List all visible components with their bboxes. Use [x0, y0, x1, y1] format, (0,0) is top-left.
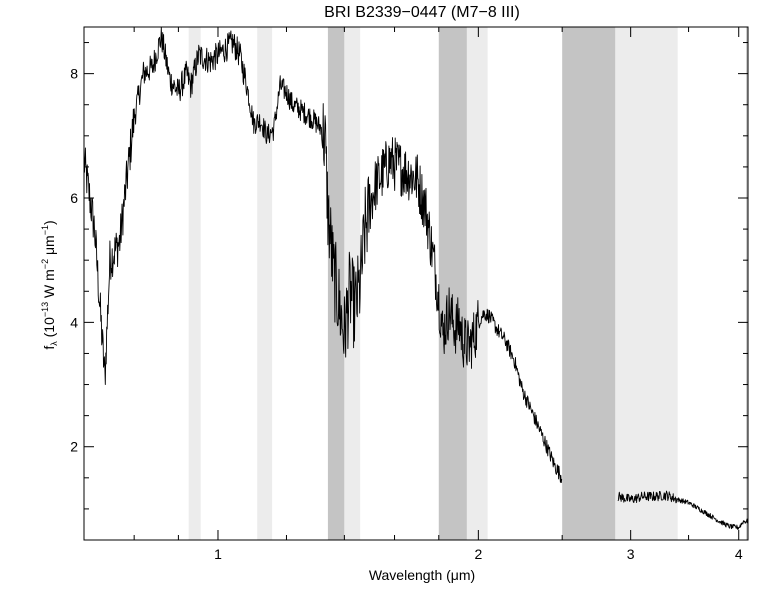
y-label-open: (10	[41, 317, 57, 341]
x-tick-label-1: 1	[214, 546, 222, 562]
shaded-band-1	[257, 27, 273, 540]
y-label-exp1: −13	[40, 302, 50, 317]
shaded-band-5	[466, 27, 488, 540]
y-label-mid2: μm	[41, 235, 57, 259]
y-label-exp2: −2	[40, 259, 50, 269]
x-tick-label-2: 2	[474, 546, 482, 562]
shaded-band-8	[746, 27, 748, 540]
plot-frame	[83, 26, 749, 541]
shaded-band-4	[438, 27, 467, 540]
shaded-band-7	[615, 27, 678, 540]
y-label-mid: W m	[41, 269, 57, 302]
shaded-band-0	[188, 27, 201, 540]
y-tick-label-2: 2	[70, 439, 78, 455]
spectrum-line	[83, 26, 749, 530]
x-tick-label-3: 3	[627, 546, 635, 562]
y-tick-label-4: 4	[70, 314, 78, 330]
y-tick-label-8: 8	[70, 66, 78, 82]
y-label-close: )	[41, 220, 57, 225]
x-axis-label: Wavelength (μm)	[369, 567, 475, 583]
y-label-subscript: λ	[49, 341, 59, 346]
y-label-exp3: −1	[40, 225, 50, 235]
axis-ticks	[83, 27, 748, 540]
y-tick-label-6: 6	[70, 190, 78, 206]
chart-title: BRI B2339−0447 (M7−8 III)	[324, 4, 520, 21]
shaded-bands	[188, 27, 748, 540]
y-label-base: f	[41, 346, 57, 350]
x-tick-label-4: 4	[735, 546, 743, 562]
y-axis-label: fλ (10−13 W m−2 μm−1)	[40, 220, 59, 349]
tick-labels: 1 2 3 4 2 4 6 8	[70, 66, 743, 562]
shaded-band-6	[562, 27, 616, 540]
